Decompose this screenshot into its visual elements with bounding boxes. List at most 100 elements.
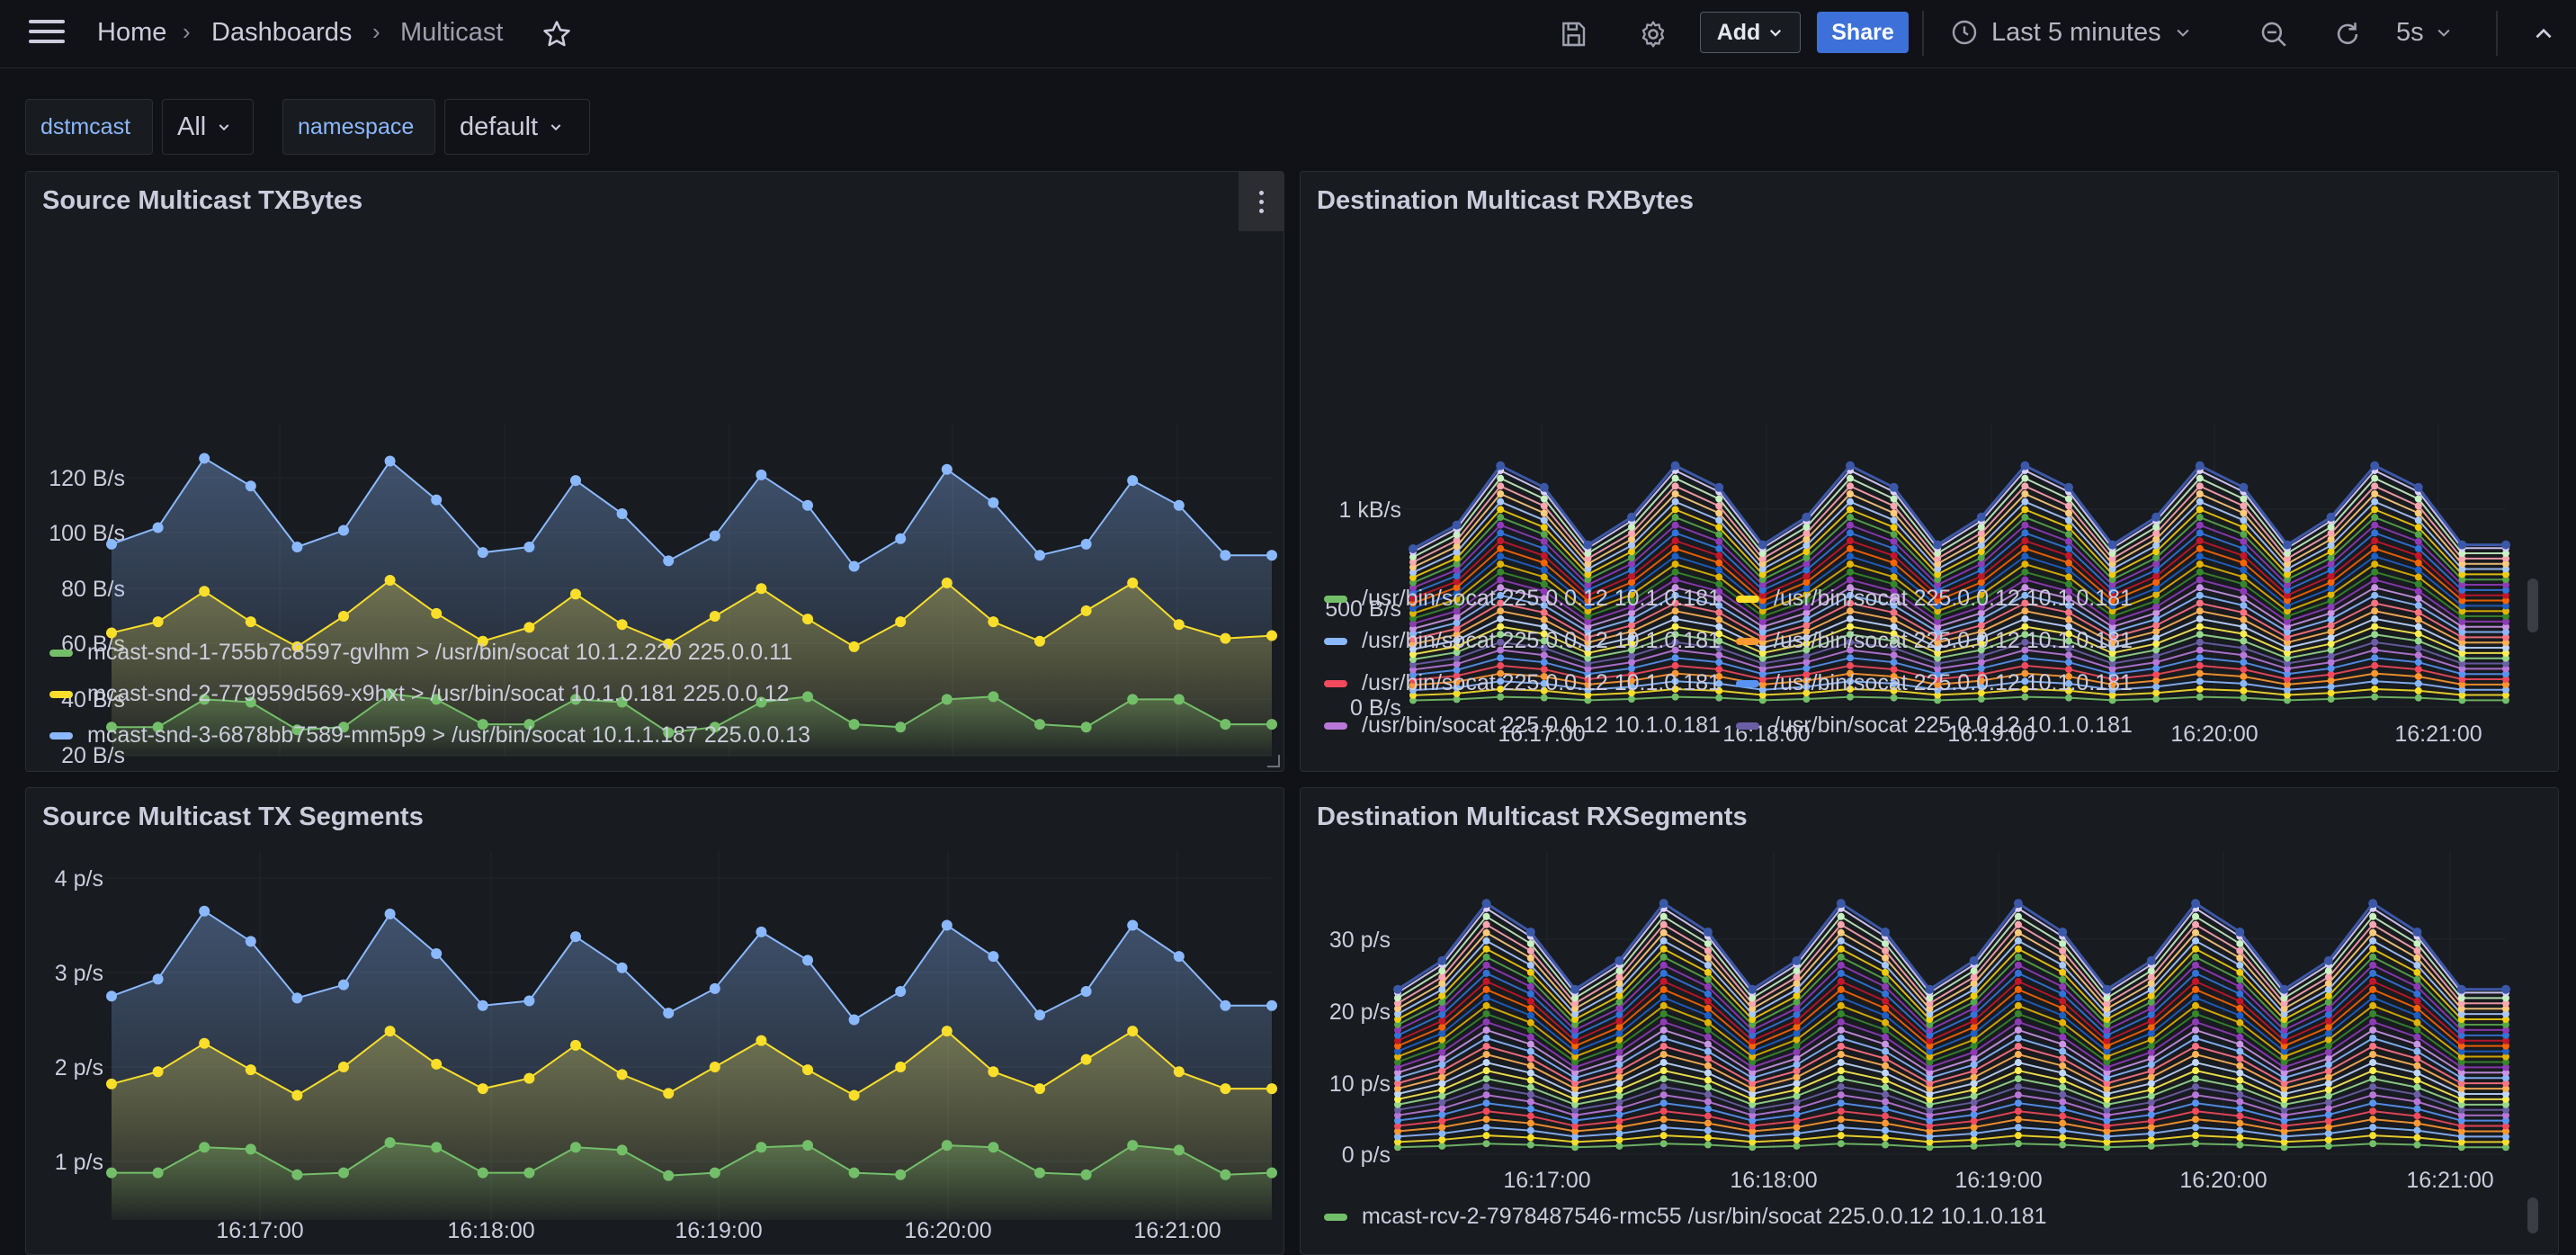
zoom-out-icon[interactable] (2256, 16, 2292, 52)
data-point (2196, 591, 2204, 599)
data-point (2457, 1031, 2465, 1039)
breadcrumb-home[interactable]: Home (97, 18, 167, 47)
legend-scrollbar[interactable] (2527, 1197, 2538, 1233)
data-point (2065, 608, 2072, 616)
panel-menu-icon[interactable] (1239, 172, 1284, 231)
data-point (1437, 955, 1447, 965)
menu-icon[interactable] (29, 20, 65, 47)
data-point (2239, 482, 2249, 492)
data-point (988, 497, 999, 508)
data-point (2280, 1063, 2288, 1071)
panel-destination-rx-bytes[interactable]: Destination Multicast RXBytes 0 B/s 500 B… (1300, 171, 2559, 772)
data-point (2327, 590, 2335, 598)
data-point (2502, 570, 2509, 578)
gear-icon[interactable] (1635, 16, 1671, 52)
legend-label: /usr/bin/socat 225.0.0.12 10.1.0.181 (1774, 713, 2133, 738)
variable-select-namespace[interactable]: default (444, 99, 590, 155)
data-point (1540, 679, 1548, 687)
data-point (1749, 1095, 1757, 1103)
data-point (2103, 1138, 2111, 1146)
time-range-picker[interactable]: Last 5 minutes (1950, 11, 2192, 54)
share-button[interactable]: Share (1817, 12, 1909, 53)
data-point (1453, 684, 1461, 692)
variable-select-dstmcast[interactable]: All (162, 99, 254, 155)
legend-item[interactable]: /usr/bin/socat 225.0.0.12 10.1.0.181 (1736, 670, 2133, 696)
data-point (1977, 670, 1985, 678)
resize-handle[interactable] (1267, 755, 1280, 767)
refresh-icon[interactable] (2330, 16, 2366, 52)
data-point (1659, 1067, 1668, 1075)
series-line (112, 693, 1272, 734)
legend-item[interactable]: /usr/bin/socat 225.0.0.12 10.1.0.181 (1324, 670, 1721, 696)
legend-item[interactable]: /usr/bin/socat 225.0.0.12 10.1.0.181 (1324, 713, 1721, 739)
y-tick-label: 0 p/s (1342, 1143, 1391, 1168)
data-point (2457, 1138, 2465, 1146)
data-point (1571, 1111, 1579, 1119)
legend-item[interactable]: /usr/bin/socat 225.0.0.12 10.1.0.181 (1324, 586, 1721, 612)
legend-scrollbar[interactable] (2527, 578, 2538, 632)
data-point (2371, 677, 2379, 686)
data-point (1628, 572, 1635, 580)
data-point (2103, 1036, 2111, 1044)
data-point (2240, 587, 2248, 596)
series-line (1412, 664, 2506, 681)
data-point (431, 694, 443, 705)
legend-label: /usr/bin/socat 225.0.0.12 10.1.0.181 (1774, 586, 2133, 611)
data-point (895, 1062, 907, 1072)
chevron-up-icon[interactable] (2526, 16, 2562, 52)
legend-item[interactable]: /usr/bin/socat 225.0.0.12 10.1.0.181 (1736, 586, 2133, 612)
data-point (1758, 670, 1767, 678)
panel-source-tx-segments[interactable]: Source Multicast TX Segments 1 p/s 2 p/s 3… (25, 787, 1284, 1255)
data-point (1628, 553, 1635, 561)
data-point (1926, 1074, 1934, 1082)
data-point (2458, 628, 2466, 636)
data-point (1659, 1140, 1668, 1148)
data-point (2021, 529, 2029, 537)
data-point (2021, 576, 2029, 584)
legend-item[interactable]: mcast-snd-3-6878bb7589-mm5p9 > /usr/bin/… (49, 722, 810, 749)
data-point (2371, 537, 2379, 545)
data-point (2414, 566, 2422, 574)
data-point (1394, 1042, 1401, 1050)
data-point (1704, 1040, 1712, 1048)
data-point (1540, 587, 1548, 596)
legend-item[interactable]: mcast-rcv-2-7978487546-rmc55 /usr/bin/so… (1324, 1204, 2047, 1230)
data-point (1749, 1127, 1757, 1135)
data-point (1704, 1134, 1712, 1142)
data-point (2371, 544, 2379, 552)
data-point (1704, 1047, 1712, 1055)
series-line (1412, 602, 2506, 641)
data-point (2196, 646, 2204, 654)
data-point (2502, 665, 2509, 673)
data-point (1890, 608, 1898, 616)
data-point (1758, 691, 1767, 699)
data-point (1758, 680, 1767, 688)
data-point (2021, 482, 2029, 490)
legend-item[interactable]: /usr/bin/socat 225.0.0.12 10.1.0.181 (1736, 628, 2133, 654)
panel-destination-rx-segments[interactable]: Destination Multicast RXSegments 0 p/s 10… (1300, 787, 2559, 1255)
data-point (152, 722, 164, 733)
breadcrumb-dashboards[interactable]: Dashboards (211, 18, 353, 47)
refresh-interval-picker[interactable]: 5s (2396, 11, 2453, 54)
data-point (2502, 1074, 2509, 1082)
data-point (1715, 559, 1723, 567)
legend-item[interactable]: /usr/bin/socat 225.0.0.12 10.1.0.181 (1324, 628, 1721, 654)
data-point (1497, 646, 1505, 654)
data-point (1080, 722, 1092, 733)
star-icon[interactable] (539, 16, 575, 52)
data-point (1977, 578, 1985, 587)
legend-item[interactable]: mcast-snd-2-779959d569-x9hxt > /usr/bin/… (49, 681, 789, 707)
data-point (1749, 1100, 1757, 1108)
data-point (2014, 1075, 2022, 1083)
data-point (2236, 1098, 2244, 1106)
data-point (1497, 638, 1505, 646)
save-icon[interactable] (1555, 16, 1591, 52)
data-point (2059, 1054, 2067, 1062)
legend-item[interactable]: mcast-snd-1-755b7c8597-gvlhm > /usr/bin/… (49, 640, 792, 666)
add-button[interactable]: Add (1700, 12, 1801, 53)
data-point (1704, 1141, 1712, 1149)
data-point (1970, 1135, 1978, 1143)
data-point (1497, 614, 1505, 623)
panel-source-tx-bytes[interactable]: Source Multicast TXBytes 20 B/s 40 B/s 60 … (25, 171, 1284, 772)
legend-item[interactable]: /usr/bin/socat 225.0.0.12 10.1.0.181 (1736, 713, 2133, 739)
